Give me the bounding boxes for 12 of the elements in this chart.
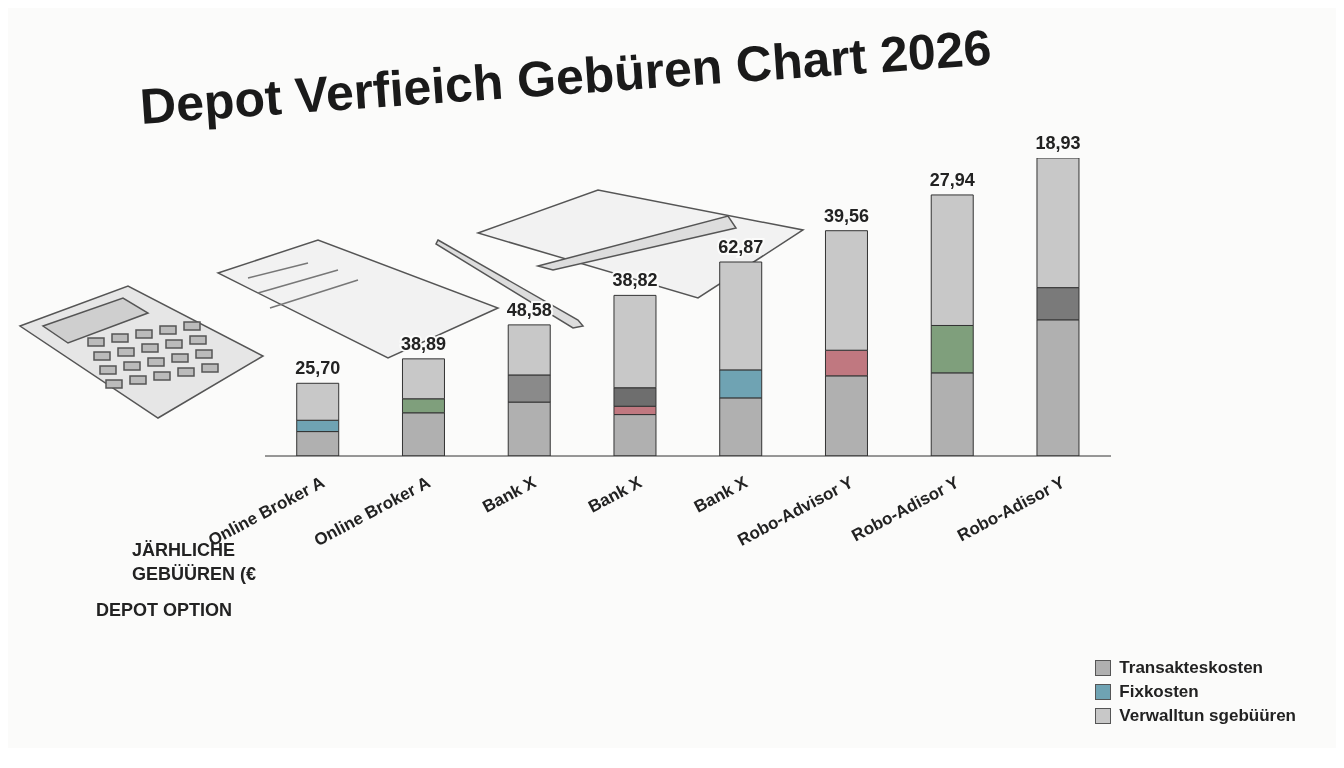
annotation: 39,56 (823, 205, 869, 226)
text: 18,93 (1035, 133, 1081, 153)
legend-label: Fixkosten (1119, 682, 1199, 702)
legend-label: Verwalltun sgebüüren (1119, 706, 1296, 726)
annotation: 27,94 (929, 169, 975, 190)
annotation: 62,87 (718, 237, 764, 257)
x-tick-label: Bank X (585, 472, 646, 517)
annotation: 25,70 (295, 358, 341, 379)
legend-label: Transakteskosten (1119, 658, 1263, 678)
x-tick-label: Bank X (479, 472, 540, 517)
x-axis-title: DEPOT OPTION (96, 600, 233, 621)
chart-title: Depot Verfieich Gebüren Chart 2026 (138, 18, 994, 136)
